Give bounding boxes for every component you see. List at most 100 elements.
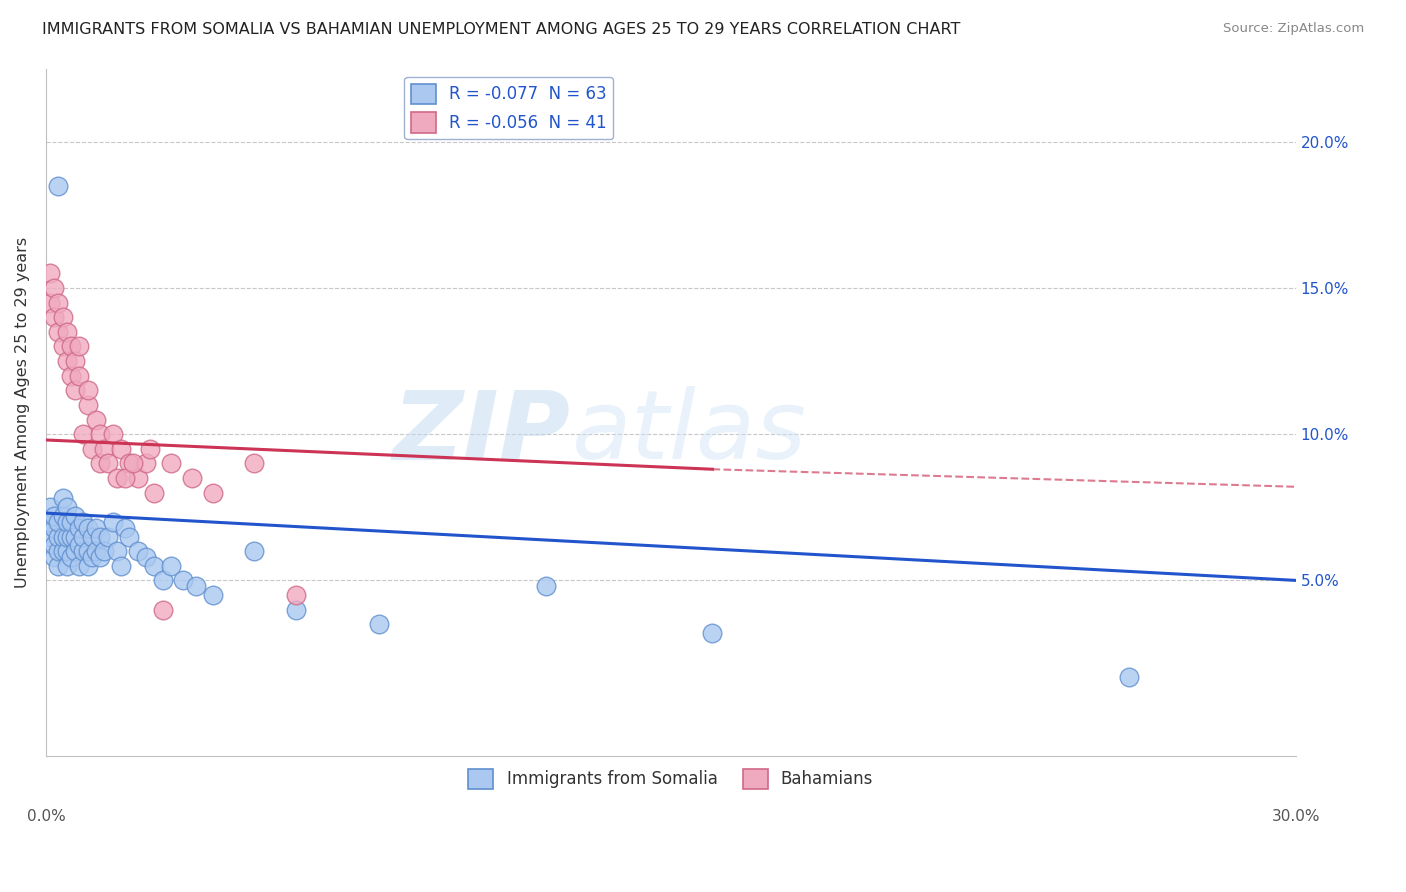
Point bbox=[97, 456, 120, 470]
Point bbox=[39, 529, 62, 543]
Point bbox=[243, 456, 266, 470]
Point bbox=[184, 579, 207, 593]
Point bbox=[59, 549, 82, 564]
Point bbox=[76, 521, 98, 535]
Point bbox=[63, 384, 86, 398]
Point bbox=[59, 368, 82, 383]
Point bbox=[63, 354, 86, 368]
Point bbox=[93, 544, 115, 558]
Point bbox=[101, 515, 124, 529]
Point bbox=[80, 442, 103, 456]
Point bbox=[284, 602, 307, 616]
Text: atlas: atlas bbox=[571, 386, 806, 479]
Y-axis label: Unemployment Among Ages 25 to 29 years: Unemployment Among Ages 25 to 29 years bbox=[15, 236, 30, 588]
Point bbox=[56, 515, 79, 529]
Point bbox=[59, 529, 82, 543]
Point bbox=[56, 558, 79, 573]
Point bbox=[152, 574, 174, 588]
Point bbox=[48, 295, 70, 310]
Point bbox=[105, 544, 128, 558]
Point bbox=[39, 295, 62, 310]
Text: 30.0%: 30.0% bbox=[1271, 808, 1320, 823]
Point bbox=[89, 549, 111, 564]
Point bbox=[114, 521, 136, 535]
Point bbox=[143, 485, 166, 500]
Point bbox=[59, 339, 82, 353]
Point bbox=[56, 529, 79, 543]
Point bbox=[56, 500, 79, 515]
Point bbox=[80, 529, 103, 543]
Point bbox=[52, 491, 75, 506]
Point bbox=[201, 485, 224, 500]
Point bbox=[67, 339, 90, 353]
Point bbox=[243, 544, 266, 558]
Point bbox=[72, 529, 94, 543]
Point bbox=[84, 521, 107, 535]
Point bbox=[84, 412, 107, 426]
Point bbox=[84, 544, 107, 558]
Point bbox=[44, 281, 66, 295]
Point bbox=[139, 442, 162, 456]
Point bbox=[48, 529, 70, 543]
Point bbox=[56, 325, 79, 339]
Point bbox=[63, 544, 86, 558]
Point bbox=[63, 509, 86, 524]
Point bbox=[284, 588, 307, 602]
Point bbox=[127, 544, 149, 558]
Point bbox=[72, 427, 94, 442]
Point bbox=[127, 471, 149, 485]
Point bbox=[76, 398, 98, 412]
Point bbox=[118, 456, 141, 470]
Point bbox=[52, 310, 75, 325]
Point bbox=[59, 515, 82, 529]
Point bbox=[97, 529, 120, 543]
Point bbox=[89, 456, 111, 470]
Point bbox=[118, 529, 141, 543]
Point bbox=[48, 325, 70, 339]
Point bbox=[89, 427, 111, 442]
Point bbox=[44, 521, 66, 535]
Point bbox=[152, 602, 174, 616]
Point bbox=[44, 310, 66, 325]
Point bbox=[180, 471, 202, 485]
Point bbox=[44, 538, 66, 552]
Point bbox=[122, 456, 145, 470]
Point bbox=[52, 339, 75, 353]
Point bbox=[67, 368, 90, 383]
Legend: Immigrants from Somalia, Bahamians: Immigrants from Somalia, Bahamians bbox=[461, 762, 880, 796]
Text: IMMIGRANTS FROM SOMALIA VS BAHAMIAN UNEMPLOYMENT AMONG AGES 25 TO 29 YEARS CORRE: IMMIGRANTS FROM SOMALIA VS BAHAMIAN UNEM… bbox=[42, 22, 960, 37]
Point bbox=[135, 456, 157, 470]
Point bbox=[48, 558, 70, 573]
Point bbox=[72, 515, 94, 529]
Text: Source: ZipAtlas.com: Source: ZipAtlas.com bbox=[1223, 22, 1364, 36]
Point bbox=[143, 558, 166, 573]
Text: ZIP: ZIP bbox=[392, 386, 571, 479]
Point bbox=[39, 515, 62, 529]
Point bbox=[101, 427, 124, 442]
Point bbox=[56, 354, 79, 368]
Point bbox=[67, 521, 90, 535]
Point bbox=[39, 500, 62, 515]
Point bbox=[67, 558, 90, 573]
Point bbox=[76, 558, 98, 573]
Point bbox=[76, 544, 98, 558]
Point bbox=[67, 538, 90, 552]
Point bbox=[160, 456, 183, 470]
Point bbox=[63, 529, 86, 543]
Point bbox=[172, 574, 194, 588]
Point bbox=[52, 544, 75, 558]
Point bbox=[93, 442, 115, 456]
Point bbox=[114, 471, 136, 485]
Point bbox=[1118, 670, 1140, 684]
Point bbox=[52, 509, 75, 524]
Point bbox=[48, 515, 70, 529]
Point bbox=[80, 549, 103, 564]
Point bbox=[534, 579, 557, 593]
Point bbox=[72, 544, 94, 558]
Point bbox=[110, 442, 132, 456]
Point bbox=[48, 178, 70, 193]
Point bbox=[105, 471, 128, 485]
Point bbox=[160, 558, 183, 573]
Point bbox=[368, 617, 391, 632]
Point bbox=[201, 588, 224, 602]
